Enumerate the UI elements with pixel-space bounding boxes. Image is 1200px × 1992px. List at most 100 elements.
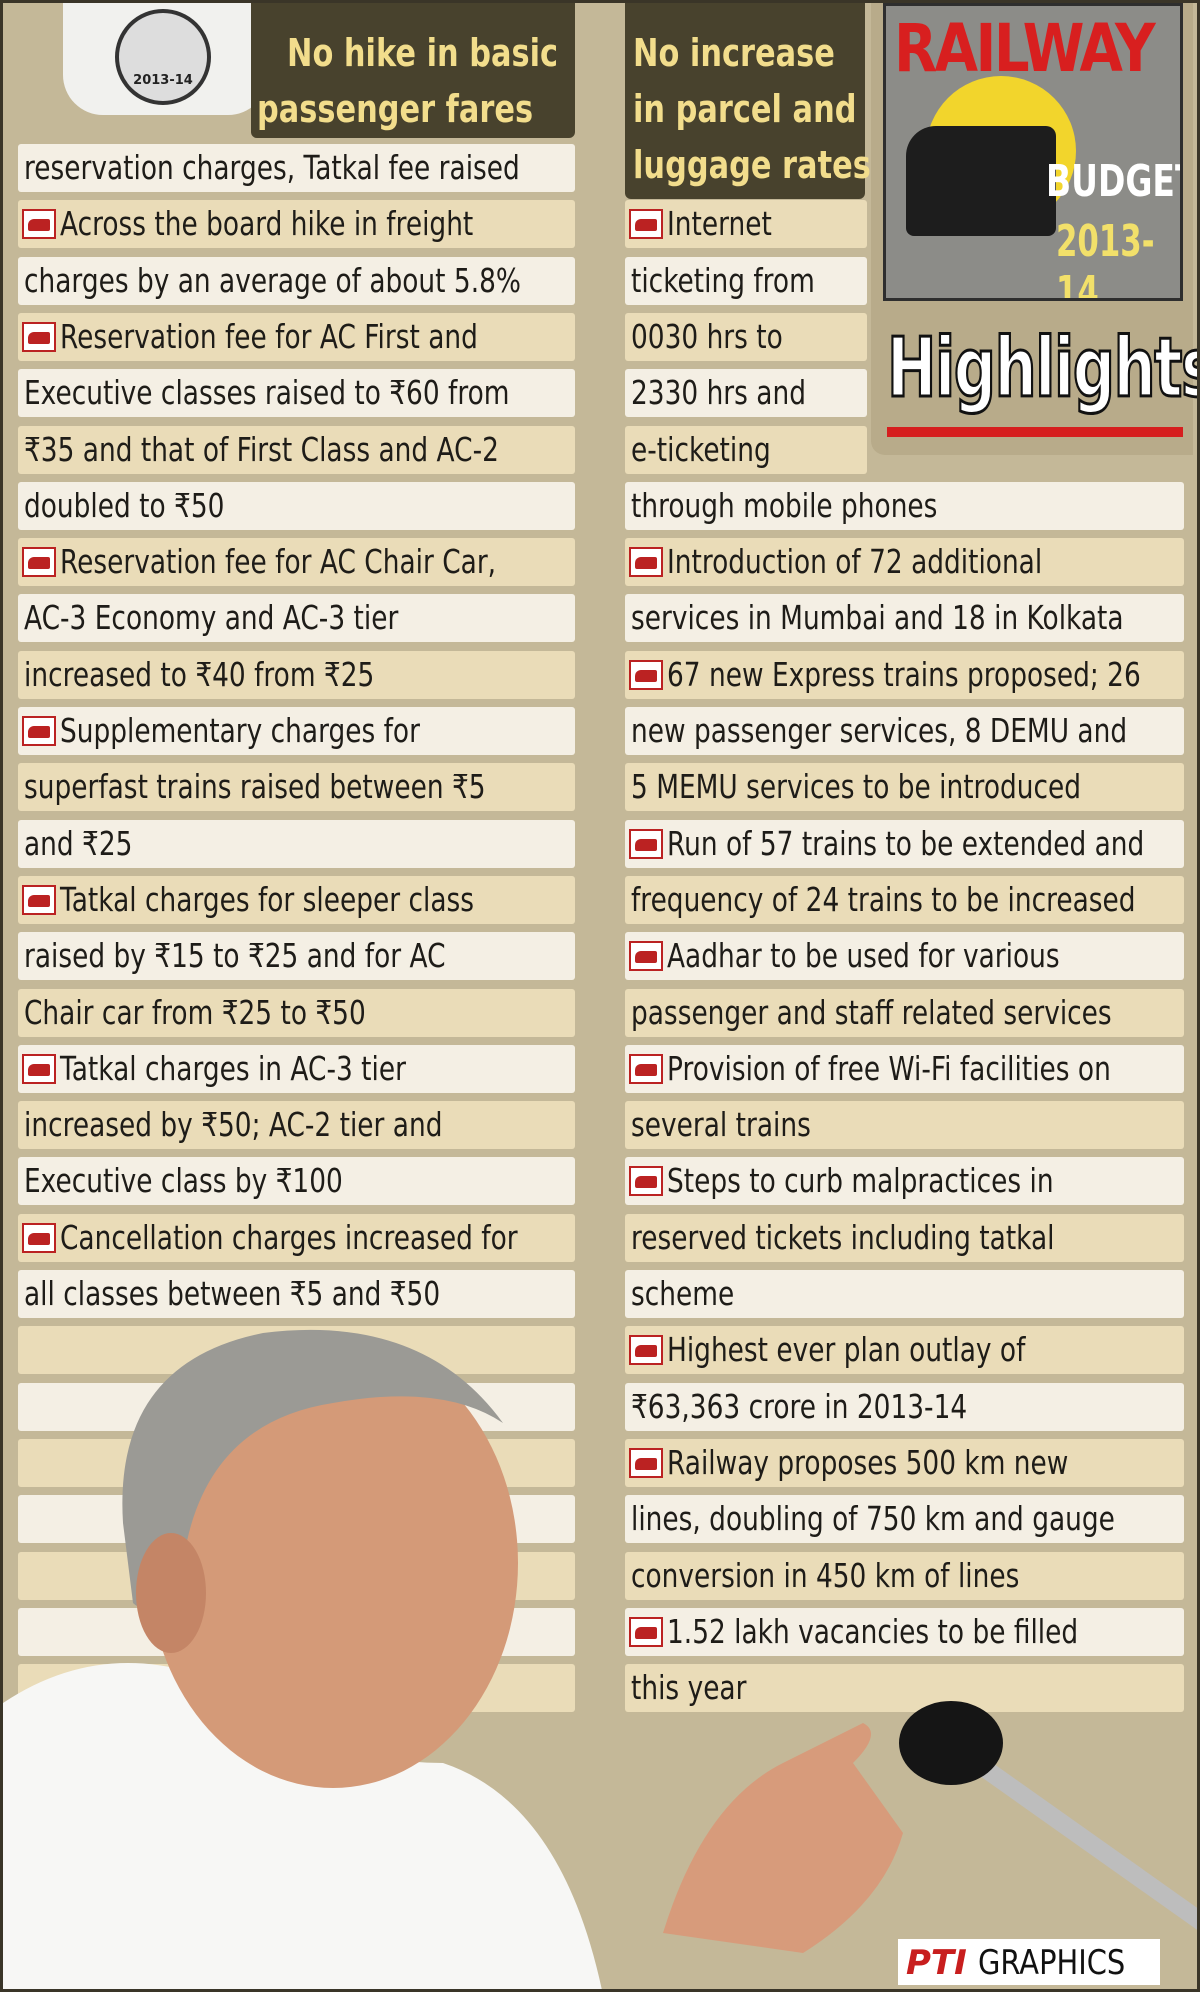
stripe: conversion in 450 km of lines	[625, 1551, 1184, 1600]
logo-year: 2013-14	[133, 73, 193, 88]
stripe: scheme	[625, 1270, 1184, 1318]
stripe	[18, 1607, 575, 1656]
highlight-line: lines, doubling of 750 km and gauge	[631, 1499, 1115, 1539]
headline-left: No hike in basic	[287, 31, 559, 75]
highlight-line: new passenger services, 8 DEMU and	[631, 711, 1128, 750]
highlight-line: Aadhar to be used for various	[667, 936, 1060, 976]
bullet-icon	[629, 209, 663, 240]
stripe: increased by ₹50; AC-2 tier and	[18, 1101, 575, 1150]
stripe: Supplementary charges for	[18, 707, 575, 755]
bullet-icon	[22, 321, 56, 352]
stripe: ticketing from	[625, 256, 867, 305]
bullet-icon	[629, 547, 663, 578]
highlight-line: 0030 hrs to	[631, 316, 783, 356]
bullet-icon	[629, 828, 663, 859]
stripe: services in Mumbai and 18 in Kolkata	[625, 594, 1184, 643]
stripe: reservation charges, Tatkal fee raised	[18, 144, 575, 192]
stripe: 0030 hrs to	[625, 312, 867, 361]
highlight-line: Reservation fee for AC Chair Car,	[60, 542, 497, 582]
stripe: 67 new Express trains proposed; 26	[625, 650, 1184, 699]
highlight-line: reserved tickets including tatkal	[631, 1217, 1055, 1257]
highlight-line: conversion in 450 km of lines	[631, 1555, 1020, 1595]
highlight-line: e-ticketing	[631, 429, 771, 469]
stripe: lines, doubling of 750 km and gauge	[625, 1495, 1184, 1544]
highlight-line: ₹63,363 crore in 2013-14	[631, 1386, 968, 1426]
stripe	[18, 1326, 575, 1375]
highlight-line: and ₹25	[24, 823, 133, 863]
highlight-line: Provision of free Wi-Fi facilities on	[667, 1048, 1111, 1088]
highlight-line: Steps to curb malpractices in	[667, 1161, 1054, 1201]
highlight-line: Introduction of 72 additional	[667, 542, 1043, 582]
stripe	[18, 1551, 575, 1600]
bullet-icon	[22, 716, 56, 746]
badge-heading: Highlights	[886, 320, 1200, 418]
stripe: 2330 hrs and	[625, 369, 867, 418]
stripe: Internet	[625, 200, 867, 249]
highlight-line: Highest ever plan outlay of	[667, 1330, 1026, 1370]
stripe: ₹35 and that of First Class and AC-2	[18, 425, 575, 474]
highlight-line: through mobile phones	[631, 485, 938, 525]
stripe: Reservation fee for AC First and	[18, 312, 575, 361]
highlight-line: Tatkal charges in AC-3 tier	[60, 1048, 406, 1088]
stripe: Chair car from ₹25 to ₹50	[18, 988, 575, 1037]
stripe: new passenger services, 8 DEMU and	[625, 707, 1184, 755]
stripe: Tatkal charges in AC-3 tier	[18, 1044, 575, 1093]
stripe: Cancellation charges increased for	[18, 1213, 575, 1262]
bullet-icon	[22, 884, 56, 915]
badge-rule	[887, 427, 1183, 437]
highlight-line: superfast trains raised between ₹5	[24, 767, 486, 807]
bullet-icon	[629, 1166, 663, 1197]
highlight-line: this year	[631, 1668, 747, 1708]
highlight-line: Railway proposes 500 km new	[667, 1442, 1069, 1482]
highlight-line: charges by an average of about 5.8%	[24, 260, 521, 300]
highlight-line: 1.52 lakh vacancies to be filled	[667, 1611, 1079, 1651]
stripe: 5 MEMU services to be introduced	[625, 763, 1184, 812]
logo-emblem: 2013-14	[115, 9, 211, 105]
bullet-icon	[629, 1053, 663, 1084]
stripe: Provision of free Wi-Fi facilities on	[625, 1044, 1184, 1093]
highlight-line: ticketing from	[631, 260, 815, 300]
headline-left-box	[251, 3, 575, 138]
stripe	[18, 1438, 575, 1487]
bullet-icon	[629, 941, 663, 972]
highlight-line: Chair car from ₹25 to ₹50	[24, 992, 366, 1032]
bullet-icon	[22, 547, 56, 578]
highlight-line: Internet	[667, 204, 772, 244]
stripe: ₹63,363 crore in 2013-14	[625, 1382, 1184, 1431]
bullet-icon	[629, 659, 663, 690]
badge-title: RAILWAY	[894, 10, 1156, 87]
highlight-line: Executive class by ₹100	[24, 1161, 343, 1201]
stripe: charges by an average of about 5.8%	[18, 256, 575, 305]
bullet-icon	[22, 209, 56, 240]
stripe: 1.52 lakh vacancies to be filled	[625, 1607, 1184, 1656]
badge-train	[906, 126, 1056, 236]
credit-brand: PTI	[906, 1943, 967, 1983]
stripe: Aadhar to be used for various	[625, 932, 1184, 981]
highlight-line: increased to ₹40 from ₹25	[24, 654, 375, 694]
stripe: reserved tickets including tatkal	[625, 1213, 1184, 1262]
headline-right-box	[625, 3, 865, 199]
bullet-icon	[629, 1447, 663, 1478]
highlight-line: reservation charges, Tatkal fee raised	[24, 148, 520, 187]
stripe: this year	[625, 1664, 1184, 1713]
photo-mic-stand	[957, 1745, 1197, 1930]
headline-right: luggage rates	[633, 143, 871, 187]
bullet-icon	[22, 1053, 56, 1084]
stripe: all classes between ₹5 and ₹50	[18, 1270, 575, 1318]
stripe	[18, 1664, 575, 1713]
stripe: Introduction of 72 additional	[625, 538, 1184, 587]
stripe: increased to ₹40 from ₹25	[18, 650, 575, 699]
headline-right: No increase	[633, 31, 835, 75]
highlight-line: 2330 hrs and	[631, 373, 806, 413]
stripe: passenger and staff related services	[625, 988, 1184, 1037]
photo-mic	[899, 1701, 1003, 1785]
highlight-line: 67 new Express trains proposed; 26	[667, 654, 1141, 694]
credit-label: GRAPHICS	[978, 1943, 1126, 1983]
bullet-icon	[22, 1222, 56, 1253]
bullet-icon	[629, 1616, 663, 1647]
stripe: Highest ever plan outlay of	[625, 1326, 1184, 1375]
stripe: e-ticketing	[625, 425, 867, 474]
photo-shirt	[3, 1663, 602, 1989]
logo-plate: 2013-14	[63, 3, 268, 115]
